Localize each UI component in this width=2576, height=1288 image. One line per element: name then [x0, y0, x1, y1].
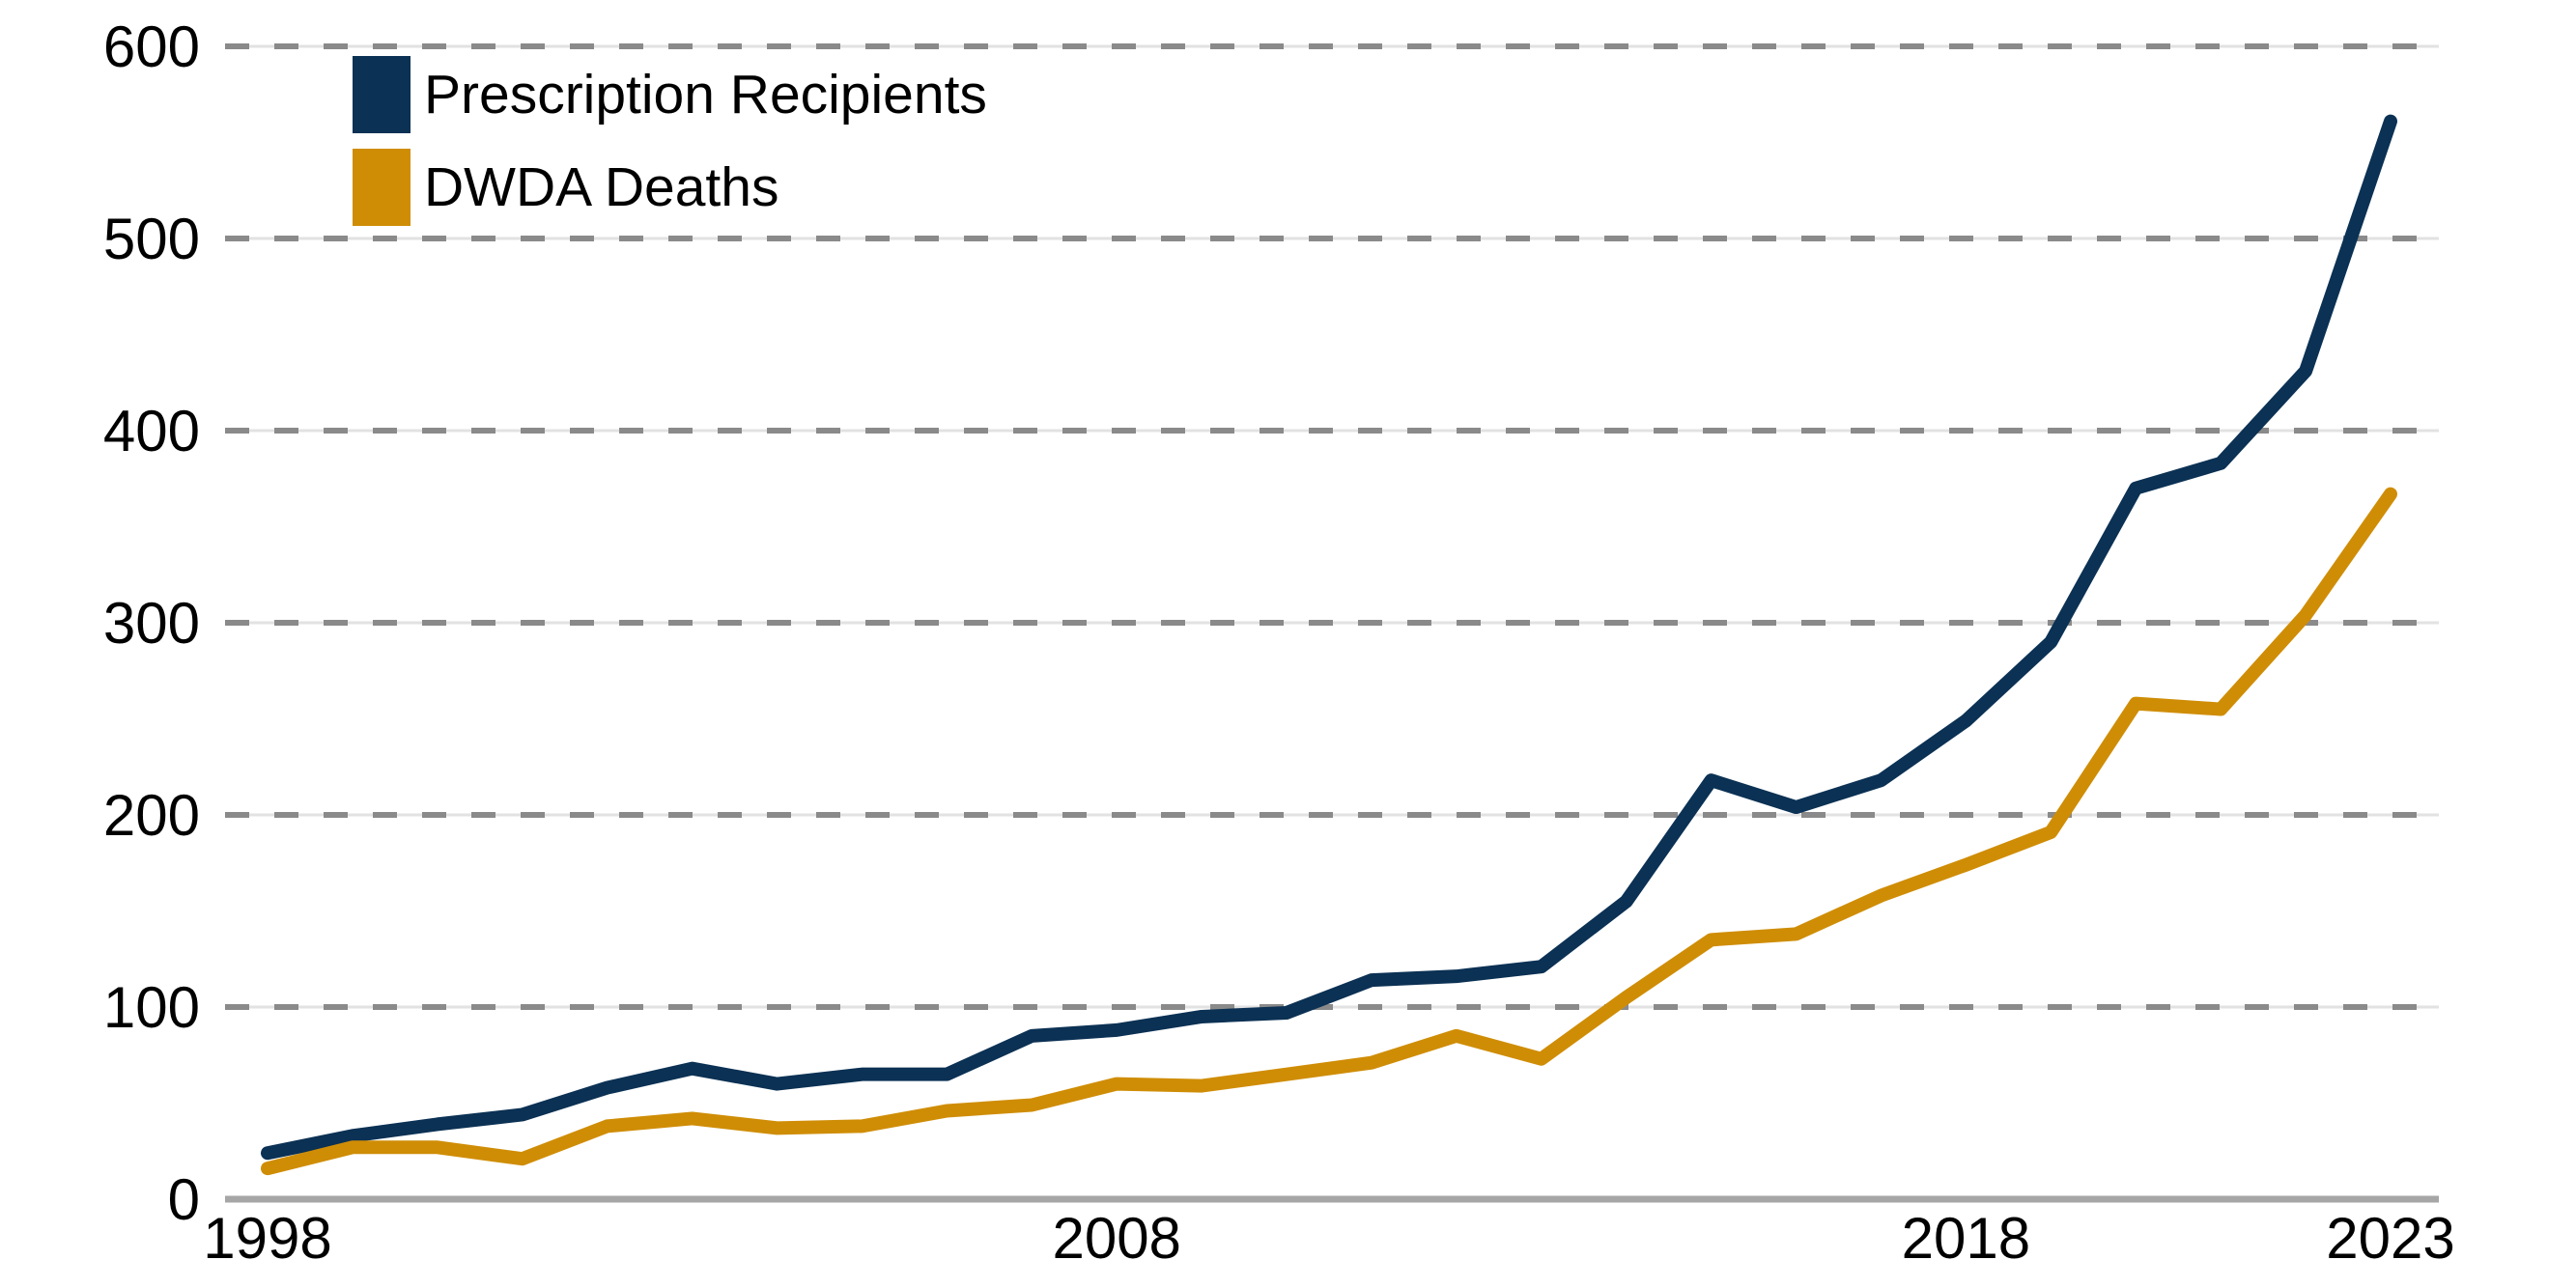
y-tick-label: 0	[168, 1167, 200, 1232]
x-tick-label: 2023	[2326, 1206, 2454, 1271]
legend-swatch-prescription-recipients	[353, 56, 410, 133]
x-tick-label: 2018	[1902, 1206, 2030, 1271]
x-tick-label: 2008	[1052, 1206, 1180, 1271]
legend-label-prescription-recipients: Prescription Recipients	[424, 64, 987, 126]
legend-item-prescription-recipients: Prescription Recipients	[353, 56, 987, 133]
y-tick-label: 200	[103, 783, 200, 848]
y-tick-label: 400	[103, 399, 200, 463]
y-tick-label: 500	[103, 207, 200, 271]
y-tick-label: 300	[103, 591, 200, 656]
legend-swatch-dwda-deaths	[353, 149, 410, 226]
series-line-dwda-deaths	[261, 487, 2397, 1176]
y-tick-label: 600	[103, 14, 200, 79]
legend-item-dwda-deaths: DWDA Deaths	[353, 149, 987, 226]
series-line-prescription-recipients	[261, 114, 2397, 1161]
y-tick-label: 100	[103, 975, 200, 1040]
legend-label-dwda-deaths: DWDA Deaths	[424, 156, 779, 218]
legend: Prescription Recipients DWDA Deaths	[353, 56, 987, 241]
x-tick-label: 1998	[203, 1206, 331, 1271]
